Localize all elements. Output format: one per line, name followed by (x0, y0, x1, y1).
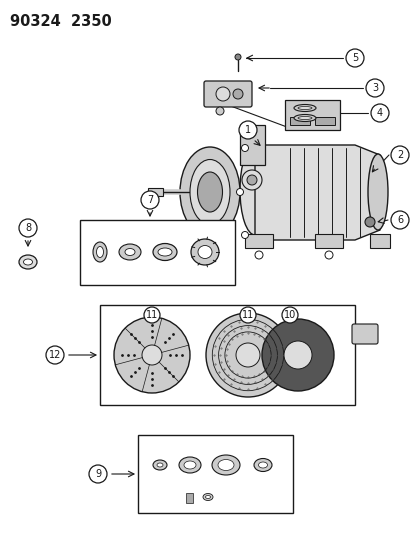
Circle shape (216, 107, 223, 115)
Text: 4: 4 (376, 108, 382, 118)
Ellipse shape (283, 341, 311, 369)
Ellipse shape (183, 461, 195, 469)
Ellipse shape (157, 463, 163, 467)
Ellipse shape (235, 343, 259, 367)
Ellipse shape (180, 147, 240, 237)
Polygon shape (254, 145, 379, 240)
Ellipse shape (261, 319, 333, 391)
FancyBboxPatch shape (204, 81, 252, 107)
Circle shape (144, 307, 159, 323)
Ellipse shape (142, 345, 161, 365)
Circle shape (242, 170, 261, 190)
Ellipse shape (258, 462, 267, 468)
Ellipse shape (178, 457, 201, 473)
Bar (100, 305, 354, 405)
Ellipse shape (367, 154, 387, 230)
Bar (80, 220, 235, 285)
Ellipse shape (240, 145, 269, 235)
Circle shape (241, 144, 248, 151)
Bar (240, 125, 264, 165)
Ellipse shape (114, 317, 190, 393)
Ellipse shape (197, 172, 222, 212)
Ellipse shape (297, 117, 311, 119)
Circle shape (235, 54, 240, 60)
FancyBboxPatch shape (351, 324, 377, 344)
Bar (369, 234, 389, 248)
Bar (185, 493, 192, 503)
Circle shape (390, 211, 408, 229)
Ellipse shape (202, 494, 212, 500)
Ellipse shape (153, 460, 166, 470)
Bar (314, 234, 342, 248)
Ellipse shape (254, 458, 271, 472)
Circle shape (46, 346, 64, 364)
Ellipse shape (19, 255, 37, 269)
Circle shape (216, 87, 230, 101)
Text: 1: 1 (244, 125, 250, 135)
Text: 11: 11 (241, 310, 254, 320)
Circle shape (19, 219, 37, 237)
Ellipse shape (293, 115, 315, 122)
Circle shape (233, 89, 242, 99)
Ellipse shape (211, 455, 240, 475)
Text: 10: 10 (283, 310, 295, 320)
Circle shape (390, 146, 408, 164)
Ellipse shape (119, 244, 141, 260)
Text: 8: 8 (25, 223, 31, 233)
Ellipse shape (24, 259, 33, 265)
Bar (244, 234, 272, 248)
Circle shape (89, 465, 107, 483)
Text: 5: 5 (351, 53, 357, 63)
Text: 7: 7 (147, 195, 153, 205)
Bar (138, 435, 292, 513)
Circle shape (241, 231, 248, 238)
Circle shape (236, 189, 243, 196)
Bar (147, 188, 163, 196)
Circle shape (365, 79, 383, 97)
Ellipse shape (190, 159, 230, 224)
Circle shape (141, 191, 159, 209)
Circle shape (238, 121, 256, 139)
Circle shape (247, 175, 256, 185)
Circle shape (370, 104, 388, 122)
Ellipse shape (125, 248, 135, 255)
Text: 11: 11 (145, 310, 158, 320)
Text: 3: 3 (371, 83, 377, 93)
Bar (314, 117, 334, 125)
Circle shape (281, 307, 297, 323)
Text: 2: 2 (396, 150, 402, 160)
Ellipse shape (190, 239, 218, 265)
Bar (289, 117, 309, 125)
Ellipse shape (93, 242, 107, 262)
Ellipse shape (293, 104, 315, 111)
Ellipse shape (206, 313, 289, 397)
Ellipse shape (158, 248, 171, 256)
Circle shape (240, 307, 255, 323)
Text: 9: 9 (95, 469, 101, 479)
Ellipse shape (197, 246, 211, 259)
Ellipse shape (205, 496, 210, 498)
Circle shape (364, 217, 374, 227)
Bar (284, 100, 339, 130)
Circle shape (345, 49, 363, 67)
Ellipse shape (96, 246, 103, 257)
Ellipse shape (297, 107, 311, 109)
Text: 12: 12 (49, 350, 61, 360)
Text: 90324  2350: 90324 2350 (10, 14, 112, 29)
Text: 6: 6 (396, 215, 402, 225)
Ellipse shape (218, 459, 233, 471)
Ellipse shape (153, 244, 177, 261)
